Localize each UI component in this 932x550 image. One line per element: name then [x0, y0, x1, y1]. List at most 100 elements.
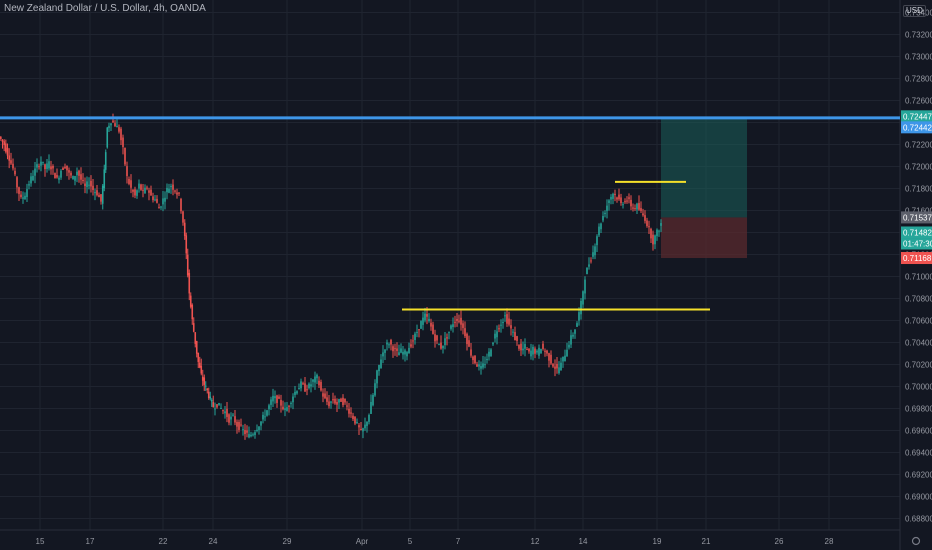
candle-body — [150, 189, 152, 196]
candle-body — [246, 430, 248, 433]
candle-body — [660, 223, 662, 226]
candle-body — [390, 339, 392, 345]
price-badge-resistance-line — [901, 121, 932, 134]
candle-body — [388, 344, 390, 346]
time-tick-label: 14 — [579, 537, 588, 546]
candle-body — [520, 343, 522, 351]
candle-body — [90, 180, 92, 187]
position-target-zone — [661, 117, 747, 218]
candle-body — [386, 342, 388, 345]
candle-body — [294, 391, 296, 395]
candle-body — [606, 205, 608, 211]
candle-body — [201, 376, 204, 381]
candle-body — [322, 393, 324, 397]
candle-body — [368, 414, 370, 422]
candle-body — [496, 331, 498, 338]
candle-body — [568, 344, 570, 348]
candle-body — [174, 190, 176, 192]
candle-body — [554, 366, 556, 369]
candle-body — [502, 322, 504, 324]
candle-body — [264, 416, 266, 418]
candle-body — [508, 318, 510, 325]
time-tick-label: 24 — [209, 537, 218, 546]
candle-body — [444, 338, 446, 346]
candle-body — [494, 333, 496, 339]
candle-body — [272, 395, 274, 402]
currency-selector[interactable]: USD — [903, 5, 926, 17]
candle-body — [486, 359, 488, 361]
candle-body — [512, 331, 514, 333]
price-tick-label: 0.70000 — [905, 383, 932, 392]
candle-body — [162, 198, 164, 205]
candle-body — [420, 321, 422, 329]
candle-body — [148, 190, 150, 193]
candle-body — [592, 252, 594, 257]
candle-body — [352, 415, 354, 419]
settings-gear-icon[interactable] — [911, 536, 921, 546]
candle-body — [88, 184, 90, 186]
candle-body — [336, 401, 338, 405]
price-badge-label: 0.71168 — [903, 254, 932, 263]
candle-body — [50, 166, 52, 170]
candle-body — [408, 347, 410, 354]
candle-body — [262, 414, 264, 420]
candle-body — [580, 300, 582, 315]
candle-body — [76, 171, 78, 176]
price-tick-label: 0.72800 — [905, 75, 932, 84]
candle-body — [314, 376, 316, 383]
candle-body — [360, 428, 362, 430]
candle-body — [556, 364, 558, 369]
candle-body — [140, 184, 142, 190]
candle-body — [146, 187, 148, 189]
candle-body — [92, 185, 94, 190]
candle-body — [534, 348, 536, 354]
candle-body — [36, 164, 38, 168]
candle-body — [656, 229, 658, 237]
last-price-countdown: 01:47:30 — [903, 239, 932, 248]
candle-body — [576, 323, 578, 327]
candle-body — [422, 317, 424, 325]
candle-body — [240, 424, 242, 426]
candle-body — [504, 315, 506, 317]
time-tick-label: 28 — [825, 537, 834, 546]
candle-body — [524, 344, 526, 349]
candle-body — [216, 404, 218, 408]
candle-body — [12, 163, 14, 169]
candle-body — [442, 345, 444, 349]
candle-body — [268, 405, 270, 410]
candlesticks — [0, 113, 662, 440]
candle-body — [101, 185, 104, 204]
candle-body — [406, 352, 408, 357]
candle-body — [242, 429, 244, 431]
candle-body — [612, 193, 614, 199]
candle-body — [522, 348, 524, 351]
candle-body — [292, 396, 294, 403]
candle-body — [288, 405, 290, 407]
candle-body — [32, 175, 34, 181]
candle-body — [632, 207, 634, 209]
time-tick-label: 21 — [702, 537, 711, 546]
time-tick-label: 22 — [159, 537, 168, 546]
candle-body — [460, 317, 462, 325]
candle-body — [312, 379, 314, 382]
candle-body — [260, 421, 262, 426]
candle-body — [114, 123, 116, 127]
candle-body — [14, 170, 16, 175]
candle-body — [598, 226, 600, 236]
candle-body — [224, 411, 226, 414]
price-tick-label: 0.69200 — [905, 471, 932, 480]
last-price-countdown-badge — [901, 238, 932, 250]
candle-body — [488, 351, 490, 357]
candle-body — [454, 321, 456, 323]
price-tick-label: 0.70200 — [905, 361, 932, 370]
candle-body — [80, 174, 82, 180]
time-axis: 15 17 22 24 29 Apr 5 7 12 14 19 21 26 28 — [36, 537, 834, 546]
candle-body — [538, 347, 540, 356]
price-tick-label: 0.69600 — [905, 427, 932, 436]
candle-body — [189, 295, 192, 307]
candle-body — [476, 364, 478, 367]
candle-body — [344, 398, 346, 403]
candle-body — [110, 123, 112, 126]
